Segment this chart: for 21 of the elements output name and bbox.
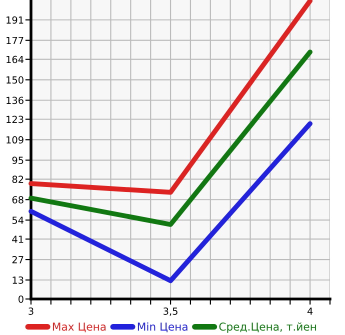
y-tick-label: 191 xyxy=(6,16,24,24)
x-tick-label: 4 xyxy=(307,308,313,315)
y-tick-label: 123 xyxy=(6,116,24,124)
y-tick-label: 41 xyxy=(12,236,24,243)
y-tick-label: 109 xyxy=(6,136,24,144)
y-tick-label: 95 xyxy=(12,156,24,164)
x-tick-label: 3 xyxy=(28,308,34,315)
y-tick-label: 54 xyxy=(12,216,24,224)
y-tick-label: 164 xyxy=(6,56,24,64)
y-tick-label: 0 xyxy=(18,295,24,303)
y-tick-label: 82 xyxy=(12,176,24,183)
y-tick-label: 136 xyxy=(6,96,24,104)
legend-label: Сред.Цена, т.йен xyxy=(219,322,316,333)
legend-label: Min Цена xyxy=(138,322,188,332)
y-tick-label: 27 xyxy=(12,256,24,264)
x-tick-label: 3,5 xyxy=(164,308,178,316)
legend-label: Max Цена xyxy=(52,322,106,332)
y-tick-label: 177 xyxy=(6,36,24,44)
y-tick-label: 150 xyxy=(6,76,24,84)
y-tick-label: 68 xyxy=(12,196,24,204)
y-tick-label: 13 xyxy=(12,276,24,284)
